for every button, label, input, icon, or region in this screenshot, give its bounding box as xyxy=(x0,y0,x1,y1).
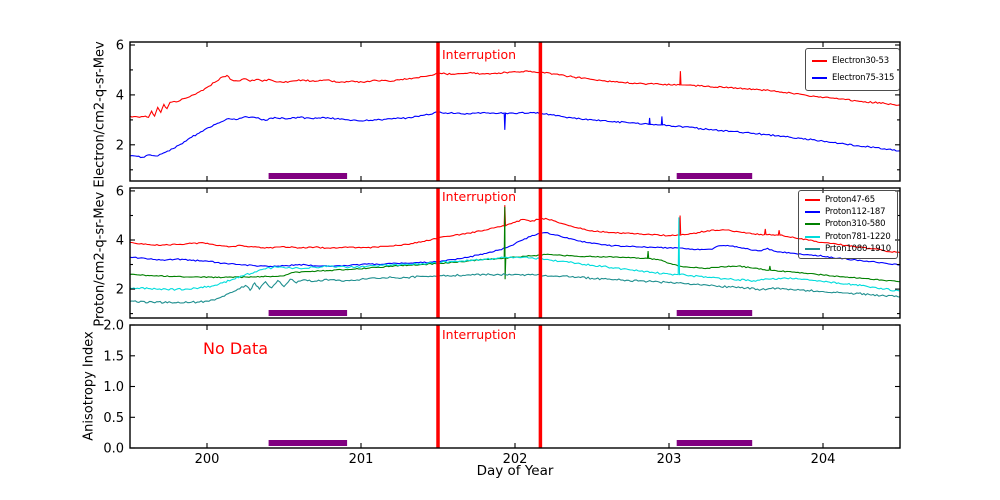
coverage-bar xyxy=(676,440,753,446)
legend-item-label: Prton1080-1910 xyxy=(825,243,891,254)
panel-frame xyxy=(129,187,901,319)
curve-Proton112-187 xyxy=(130,232,900,268)
legend-line-swatch xyxy=(805,247,820,250)
legend-item: Prton1080-1910 xyxy=(805,244,892,254)
legend-line-swatch xyxy=(805,199,820,202)
curve-Proton47-65 xyxy=(130,205,900,254)
y-tick-label: 4 xyxy=(116,234,124,249)
legend-line-swatch xyxy=(812,59,827,62)
y-tick-label: 0.5 xyxy=(103,411,124,426)
panel-frame xyxy=(129,41,901,182)
curve-Proton781-1220 xyxy=(130,217,900,292)
y-axis-label-anisotropy: Anisotropy Index xyxy=(81,331,97,441)
y-tick-label: 4 xyxy=(116,88,124,103)
x-tick-label: 201 xyxy=(349,452,374,467)
coverage-bar xyxy=(268,310,348,316)
panel-electron-flux: 6 4 2 xyxy=(116,38,901,182)
x-tick-label: 203 xyxy=(657,452,682,467)
y-axis-label-proton-electron: Proton/cm2-q-sr-Mev Electron/cm2-q-sr-Me… xyxy=(92,41,108,327)
y-tick-label: 2.0 xyxy=(103,319,124,334)
coverage-bar xyxy=(676,310,753,316)
legend-line-swatch xyxy=(805,235,820,238)
legend-line-swatch xyxy=(805,211,820,214)
y-tick-label: 1.0 xyxy=(103,380,124,395)
legend-line-swatch xyxy=(812,77,827,80)
panel-anisotropy: 200 201 202 203 204 2.0 1.5 1.0 0.5 0.0 xyxy=(103,319,901,467)
legend-item: Electron75-315 xyxy=(812,73,894,83)
legend-item-label: Proton310-580 xyxy=(825,219,886,230)
coverage-bar xyxy=(268,173,348,179)
interruption-annotation-proton: Interruption xyxy=(442,189,517,204)
interruption-annotation-anisotropy: Interruption xyxy=(442,327,517,342)
y-tick-label: 2 xyxy=(116,138,124,153)
axis-ticks xyxy=(130,324,900,449)
x-axis-label: Day of Year xyxy=(476,463,554,479)
legend-item: Proton112-187 xyxy=(805,207,892,217)
legend-item-label: Proton781-1220 xyxy=(825,231,891,242)
legend-item-label: Proton112-187 xyxy=(825,207,886,218)
legend-item-label: Electron75-315 xyxy=(832,73,895,84)
legend-item: Proton781-1220 xyxy=(805,232,892,242)
x-tick-label: 204 xyxy=(811,452,836,467)
x-tick-label: 200 xyxy=(195,452,220,467)
legend-line-swatch xyxy=(805,223,820,226)
legend-item-label: Electron30-53 xyxy=(832,55,889,66)
coverage-bar xyxy=(676,173,753,179)
y-tick-label: 2 xyxy=(116,283,124,298)
x-tick-label: 202 xyxy=(503,452,528,467)
y-tick-label: 6 xyxy=(116,38,124,53)
coverage-bar xyxy=(268,440,348,446)
curve-Electron30-53 xyxy=(130,70,900,119)
curve-Prton1080-1910 xyxy=(130,273,900,304)
legend-item: Proton310-580 xyxy=(805,219,892,229)
legend-item-label: Proton47-65 xyxy=(825,195,875,206)
y-tick-label: 1.5 xyxy=(103,349,124,364)
y-tick-label: 6 xyxy=(116,184,124,199)
axis-ticks xyxy=(130,188,900,318)
y-tick-label: 0.0 xyxy=(103,442,124,457)
interruption-annotation-electron: Interruption xyxy=(442,47,517,62)
legend-electron: Electron30-53 Electron75-315 xyxy=(805,48,900,91)
legend-item: Electron30-53 xyxy=(812,56,894,66)
no-data-annotation: No Data xyxy=(203,339,269,358)
legend-proton: Proton47-65 Proton112-187 Proton310-580 … xyxy=(798,190,898,259)
curve-Electron75-315 xyxy=(130,111,900,159)
legend-item: Proton47-65 xyxy=(805,195,892,205)
panel-proton-flux: 6 4 2 xyxy=(116,184,901,319)
axis-ticks xyxy=(130,42,900,181)
